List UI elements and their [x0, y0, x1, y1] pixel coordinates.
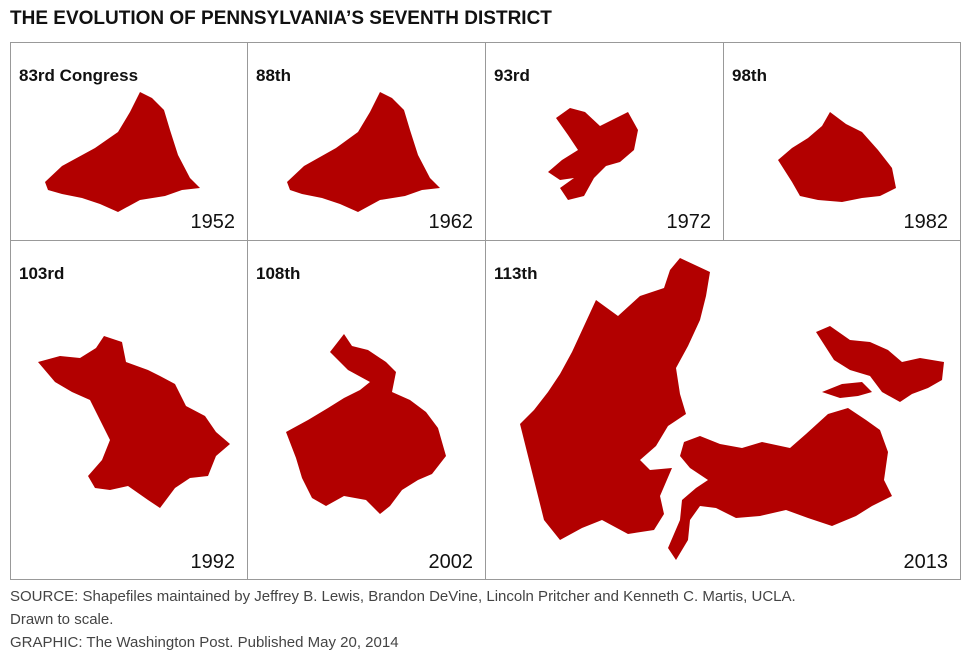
- year-label: 1992: [191, 551, 236, 573]
- title: THE EVOLUTION OF PENNSYLVANIA’S SEVENTH …: [10, 8, 552, 29]
- congress-label: 103rd: [19, 264, 64, 283]
- year-label: 1962: [429, 211, 474, 233]
- year-label: 1952: [191, 211, 236, 233]
- year-label: 2002: [429, 551, 474, 573]
- panel-labels: 83rd Congress 1952 88th 1962 93rd 1972 98th 198…: [19, 66, 948, 573]
- credit: GRAPHIC: The Washington Post. Published …: [10, 634, 399, 651]
- congress-label: 88th: [256, 66, 291, 85]
- congress-label: 93rd: [494, 66, 530, 85]
- scale-note: Drawn to scale.: [10, 611, 113, 628]
- congress-label: 98th: [732, 66, 767, 85]
- district-shapes: [38, 92, 944, 560]
- source-note: SOURCE: Shapefiles maintained by Jeffrey…: [10, 588, 796, 605]
- year-label: 2013: [904, 551, 949, 573]
- year-label: 1982: [904, 211, 949, 233]
- year-label: 1972: [667, 211, 712, 233]
- congress-label: 108th: [256, 264, 300, 283]
- congress-label: 113th: [494, 264, 537, 283]
- panel-grid: [10, 42, 961, 580]
- congress-label: 83rd Congress: [19, 66, 138, 85]
